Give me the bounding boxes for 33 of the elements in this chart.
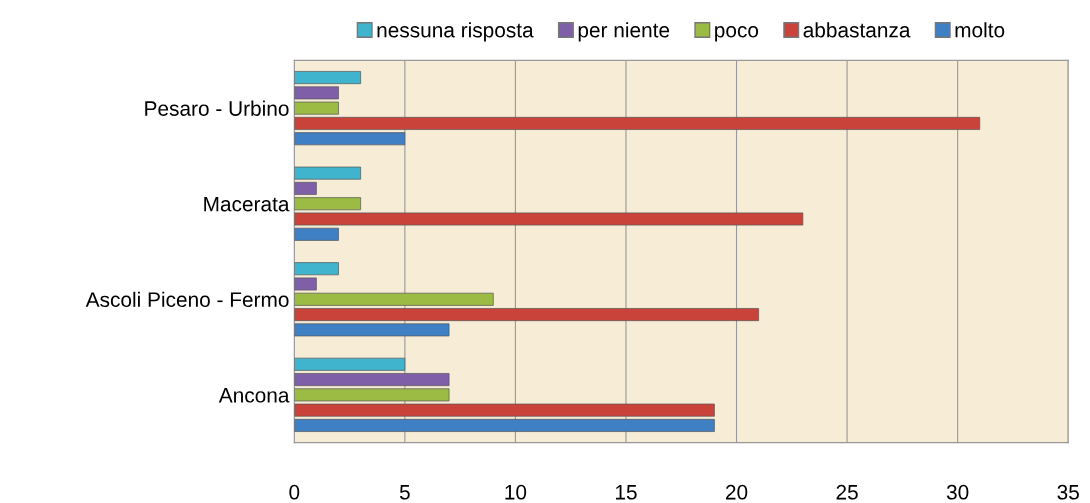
x-tick-label: 30 — [946, 484, 969, 500]
legend-label: per niente — [578, 22, 670, 42]
bar — [294, 132, 406, 146]
x-tick-label: 15 — [615, 485, 637, 500]
bar — [294, 197, 361, 211]
y-tick-label: Macerata — [204, 196, 290, 212]
y-tick-label: Ascoli Piceno - Fermo — [85, 291, 289, 308]
bar — [294, 116, 981, 130]
bar — [294, 373, 450, 387]
bar — [294, 418, 715, 432]
bar — [294, 277, 317, 291]
x-tick-label: 35 — [1057, 484, 1079, 500]
x-tick-label: 0 — [289, 484, 300, 500]
legend-label: molto — [955, 22, 1005, 38]
y-tick-label: Pesaro - Urbino — [145, 100, 289, 116]
x-tick-label: 10 — [505, 484, 527, 500]
bar — [294, 71, 361, 85]
x-tick-label: 25 — [836, 484, 858, 500]
y-tick-label: Ancona — [218, 388, 290, 403]
bar — [294, 262, 339, 276]
x-tick-label: 20 — [725, 484, 748, 500]
bar — [294, 292, 494, 306]
legend-label: nessuna risposta — [377, 22, 534, 42]
bar — [294, 166, 361, 180]
bar — [294, 212, 804, 226]
x-tick-label: 5 — [399, 485, 410, 500]
bar — [294, 227, 339, 241]
bar — [294, 308, 759, 322]
bar — [294, 323, 450, 337]
bar — [294, 357, 406, 371]
legend-label: abbastanza — [803, 22, 911, 38]
bar — [294, 181, 317, 195]
legend-label: poco — [715, 26, 759, 42]
